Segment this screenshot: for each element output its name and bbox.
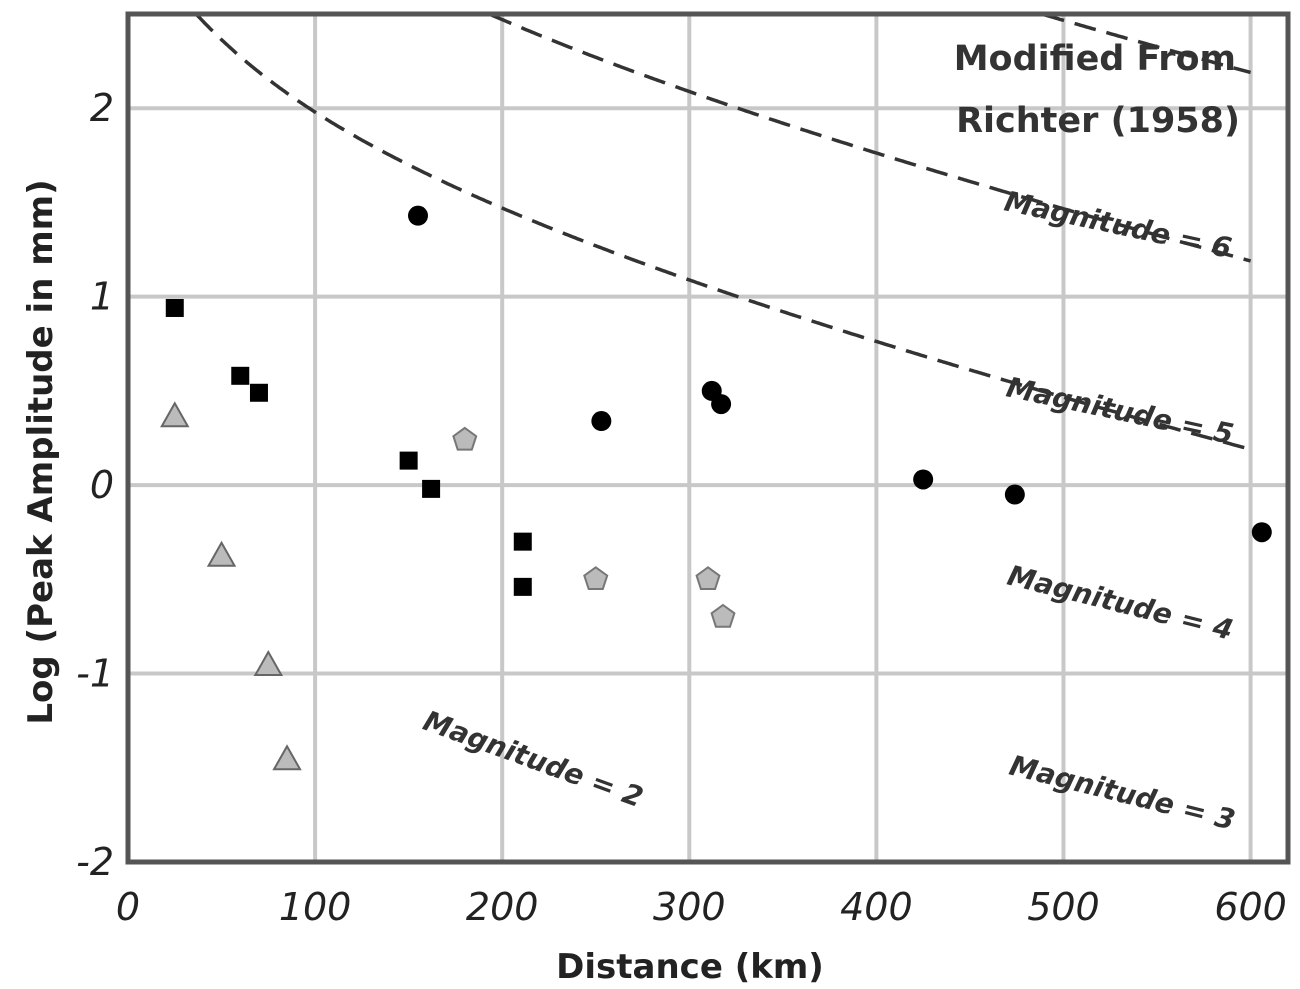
y-tick-labels: -2 -1 0 1 2 bbox=[76, 86, 114, 884]
y-tick-label: -2 bbox=[76, 840, 114, 884]
point-pentagon bbox=[583, 566, 609, 590]
point-square bbox=[399, 451, 418, 470]
x-tick-labels: 0 100 200 300 400 500 600 bbox=[116, 885, 1287, 929]
point-triangle bbox=[253, 649, 284, 677]
y-tick-label: 0 bbox=[90, 463, 114, 507]
point-circle bbox=[591, 411, 612, 432]
magnitude-curves bbox=[195, 12, 1252, 451]
y-tick-label: -1 bbox=[76, 652, 114, 696]
point-square bbox=[422, 479, 441, 498]
x-tick-label: 400 bbox=[840, 885, 913, 929]
x-tick-label: 0 bbox=[116, 885, 140, 929]
data-points bbox=[160, 205, 1272, 771]
point-triangle bbox=[272, 744, 302, 771]
point-circle bbox=[1251, 522, 1272, 543]
annotation-line-2: Richter (1958) bbox=[956, 101, 1240, 141]
point-square bbox=[165, 298, 184, 317]
point-triangle bbox=[206, 540, 237, 567]
point-circle bbox=[408, 205, 428, 226]
point-triangle bbox=[160, 401, 190, 428]
magnitude-label: Magnitude = 6 bbox=[1002, 185, 1235, 265]
annotation-line-1: Modified From bbox=[954, 39, 1236, 79]
grid-lines bbox=[126, 14, 1288, 864]
y-axis-label: Log (Peak Amplitude in mm) bbox=[21, 179, 61, 724]
point-circle bbox=[711, 394, 732, 415]
x-axis-label: Distance (km) bbox=[556, 947, 824, 987]
point-square bbox=[249, 383, 268, 402]
point-square bbox=[231, 366, 250, 385]
x-tick-label: 200 bbox=[466, 885, 539, 929]
point-pentagon bbox=[452, 426, 478, 451]
point-square bbox=[513, 532, 532, 551]
magnitude-label: Magnitude = 3 bbox=[1006, 749, 1238, 837]
magnitude-label: Magnitude = 5 bbox=[1004, 371, 1237, 451]
point-pentagon bbox=[710, 603, 736, 628]
point-circle bbox=[1004, 484, 1025, 505]
point-square bbox=[513, 577, 532, 596]
magnitude-curve bbox=[195, 14, 1252, 451]
magnitude-labels: Magnitude = 2 Magnitude = 3 Magnitude = 4 M… bbox=[419, 185, 1238, 837]
plot-frame bbox=[125, 11, 1291, 865]
point-circle bbox=[913, 469, 934, 490]
x-tick-label: 600 bbox=[1214, 885, 1287, 929]
magnitude-label: Magnitude = 4 bbox=[1004, 559, 1236, 647]
y-tick-label: 2 bbox=[90, 86, 114, 130]
magnitude-curve bbox=[1042, 12, 1252, 75]
x-tick-label: 300 bbox=[653, 885, 726, 929]
magnitude-label: Magnitude = 2 bbox=[419, 704, 647, 814]
point-pentagon bbox=[695, 566, 721, 590]
x-tick-label: 500 bbox=[1027, 885, 1100, 929]
x-tick-label: 100 bbox=[279, 885, 352, 929]
magnitude-curve bbox=[490, 13, 1252, 263]
y-tick-label: 1 bbox=[90, 275, 114, 319]
